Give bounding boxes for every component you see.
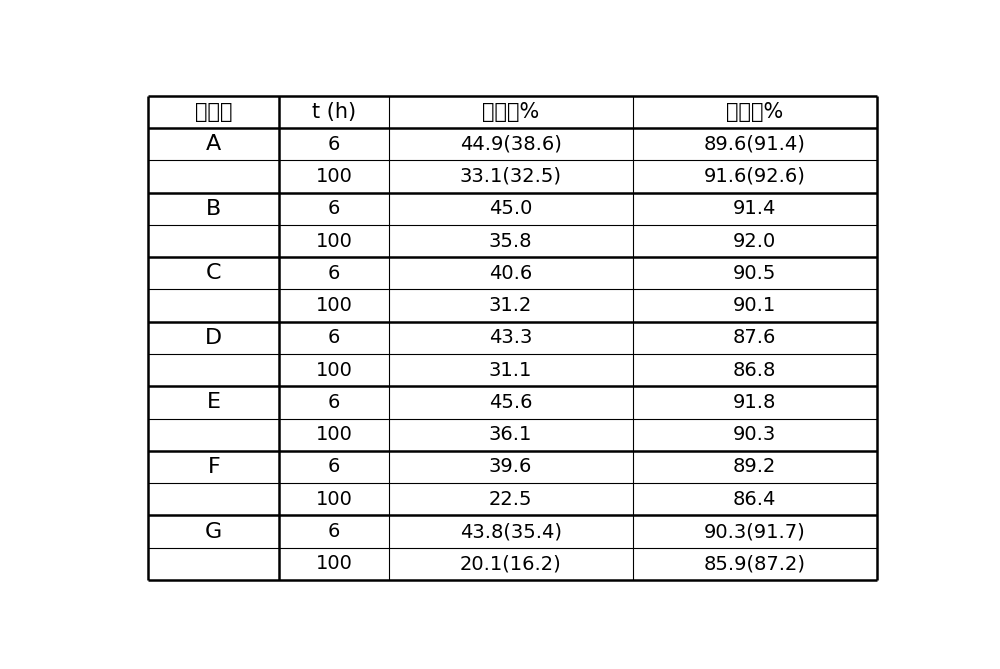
Text: 40.6: 40.6: [489, 264, 532, 283]
Text: 6: 6: [328, 134, 340, 154]
Text: 86.4: 86.4: [733, 490, 776, 508]
Text: 39.6: 39.6: [489, 458, 532, 476]
Text: 6: 6: [328, 264, 340, 283]
Text: t (h): t (h): [312, 102, 356, 122]
Text: 31.1: 31.1: [489, 361, 532, 379]
Text: 100: 100: [316, 361, 352, 379]
Text: 20.1(16.2): 20.1(16.2): [460, 555, 562, 573]
Text: 89.2: 89.2: [733, 458, 776, 476]
Text: 33.1(32.5): 33.1(32.5): [460, 167, 562, 186]
Text: A: A: [206, 134, 221, 154]
Text: 86.8: 86.8: [733, 361, 776, 379]
Text: 100: 100: [316, 425, 352, 444]
Text: 89.6(91.4): 89.6(91.4): [704, 134, 806, 154]
Text: 100: 100: [316, 231, 352, 250]
Text: 90.1: 90.1: [733, 296, 776, 315]
Text: 45.0: 45.0: [489, 199, 532, 218]
Text: 43.8(35.4): 43.8(35.4): [460, 522, 562, 541]
Text: 35.8: 35.8: [489, 231, 532, 250]
Text: C: C: [206, 264, 222, 283]
Text: 43.3: 43.3: [489, 328, 532, 347]
Text: 45.6: 45.6: [489, 393, 532, 412]
Text: 90.3: 90.3: [733, 425, 776, 444]
Text: 31.2: 31.2: [489, 296, 532, 315]
Text: 44.9(38.6): 44.9(38.6): [460, 134, 562, 154]
Text: 6: 6: [328, 522, 340, 541]
Text: 92.0: 92.0: [733, 231, 776, 250]
Text: 选择性%: 选择性%: [726, 102, 783, 122]
Text: 100: 100: [316, 296, 352, 315]
Text: 87.6: 87.6: [733, 328, 776, 347]
Text: G: G: [205, 522, 222, 541]
Text: 22.5: 22.5: [489, 490, 532, 508]
Text: 100: 100: [316, 555, 352, 573]
Text: 转化率%: 转化率%: [482, 102, 539, 122]
Text: 91.4: 91.4: [733, 199, 776, 218]
Text: 6: 6: [328, 199, 340, 218]
Text: 100: 100: [316, 167, 352, 186]
Text: 6: 6: [328, 393, 340, 412]
Text: B: B: [206, 199, 221, 219]
Text: 100: 100: [316, 490, 352, 508]
Text: 催化剂: 催化剂: [195, 102, 233, 122]
Text: 85.9(87.2): 85.9(87.2): [704, 555, 806, 573]
Text: 6: 6: [328, 328, 340, 347]
Text: E: E: [207, 393, 221, 412]
Text: 36.1: 36.1: [489, 425, 532, 444]
Text: 90.3(91.7): 90.3(91.7): [704, 522, 806, 541]
Text: 90.5: 90.5: [733, 264, 776, 283]
Text: 91.6(92.6): 91.6(92.6): [704, 167, 806, 186]
Text: 6: 6: [328, 458, 340, 476]
Text: F: F: [207, 457, 220, 477]
Text: D: D: [205, 328, 222, 348]
Text: 91.8: 91.8: [733, 393, 776, 412]
